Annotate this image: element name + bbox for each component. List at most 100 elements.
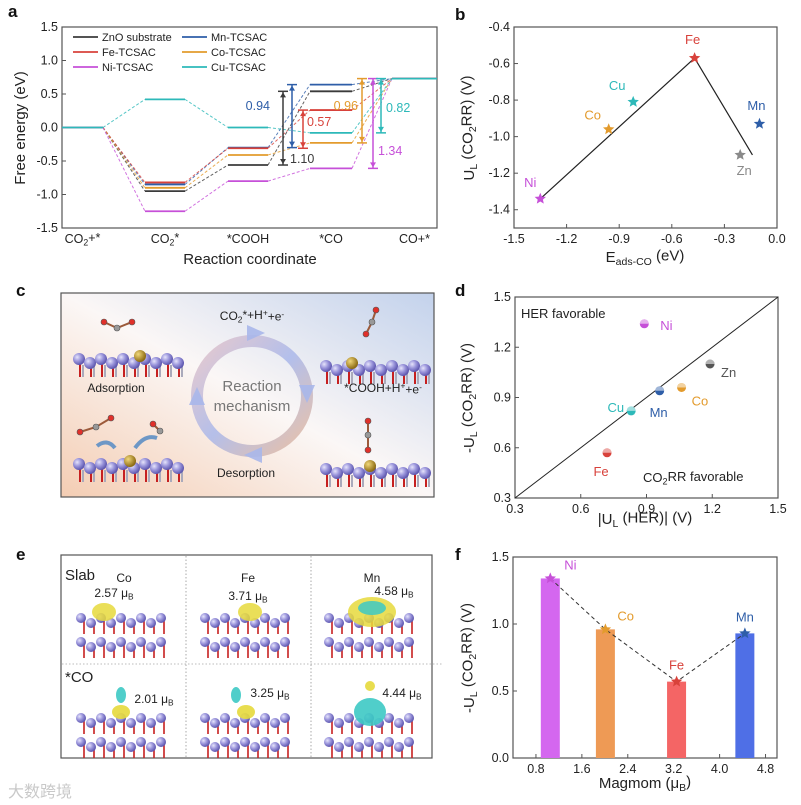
connector — [267, 167, 311, 182]
connector — [351, 78, 393, 92]
bar-label: Fe — [669, 658, 684, 673]
y-axis-label: -UL​ (CO2​RR) (V) — [458, 343, 480, 453]
y-tick-label: -1.0 — [36, 188, 58, 202]
spin-density-up — [354, 698, 386, 726]
x-tick-label: 1.5 — [769, 502, 786, 516]
point-label: Mn — [650, 405, 668, 420]
x-tick-label: 4.0 — [711, 762, 728, 776]
magnetic-moment: 3.25 μB​ — [250, 686, 290, 702]
x-axis-label: Magmom (μB​) — [599, 774, 691, 795]
legend-label: ZnO substrate — [102, 32, 172, 44]
data-point-Zn — [705, 359, 715, 369]
data-point-star-Mn — [739, 627, 751, 639]
cooh-molecule — [362, 306, 380, 338]
point-label: Zn — [737, 163, 752, 178]
slab-structure — [200, 613, 290, 658]
y-tick-label: 0.5 — [492, 684, 509, 698]
x-tick-label: 0.8 — [527, 762, 544, 776]
panel-d-selectivity-plot: 0.3 0.6 0.9 1.2 1.5 0.3 0.6 0.9 1.2 1.5 |UL​ (HER)… — [458, 290, 786, 530]
region-label-co2rr: CO2​RR favorable — [643, 469, 743, 487]
co-released-molecule — [149, 420, 164, 435]
cycle-arrow-icon — [247, 325, 265, 341]
spin-density-down — [116, 687, 126, 703]
connector — [102, 127, 146, 189]
category-label: CO2​+* — [65, 231, 101, 248]
plot-frame — [512, 556, 778, 759]
center-title: mechanism — [214, 398, 291, 415]
y-tick-label: -1.5 — [36, 221, 58, 235]
x-tick-label: 4.8 — [757, 762, 774, 776]
connector — [102, 127, 146, 212]
data-point-star-Mn — [753, 117, 766, 129]
bar-label: Co — [617, 608, 634, 623]
data-point-Fe — [602, 448, 612, 458]
co-adsorbed-structure — [76, 713, 166, 758]
y-axis-label: Free energy (eV) — [12, 71, 29, 184]
y-axis-label: UL​ (CO2​RR) (V) — [458, 75, 480, 180]
annotation-value: 0.96 — [334, 99, 358, 113]
metal-atom — [124, 455, 136, 467]
point-label: Zn — [721, 365, 736, 380]
bar-Ni — [540, 578, 560, 758]
magnetic-moment: 4.44 μB​ — [382, 686, 422, 702]
panel-c-reaction-mechanism: CO2​*+H+​+e-​ Reaction mechanism Adsorption… — [60, 292, 435, 498]
y-tick-label: 0.6 — [494, 441, 511, 455]
watermark: 大数跨境 — [8, 782, 72, 801]
y-tick-label: 1.5 — [494, 290, 511, 304]
magnetic-moment: 4.58 μB​ — [374, 584, 414, 600]
co-adsorbed-molecule — [364, 417, 372, 454]
category-label: CO+* — [399, 232, 430, 246]
y-tick-label: -1.2 — [488, 166, 510, 180]
y-tick-label: 0.5 — [41, 87, 58, 101]
parity-line — [514, 296, 779, 499]
y-tick-label: 0.0 — [492, 751, 509, 765]
point-label: Ni — [660, 318, 672, 333]
data-point-Mn — [655, 386, 665, 396]
connector — [351, 78, 393, 144]
column-label: Mn — [364, 571, 381, 585]
spin-density-down — [231, 687, 241, 703]
x-tick-label: 1.2 — [704, 502, 721, 516]
flow-arrow-icon — [133, 435, 158, 450]
y-tick-label: -0.6 — [488, 57, 510, 71]
connector — [184, 98, 229, 128]
limiting-step-arrow-Cu — [376, 77, 386, 134]
y-tick-label: 1.5 — [41, 20, 58, 34]
x-tick-label: -0.9 — [608, 232, 630, 246]
data-point-star-Fe — [670, 675, 683, 687]
y-tick-label: 1.0 — [41, 54, 58, 68]
annotation-value: 1.34 — [378, 144, 402, 158]
x-axis-label: Eads-CO​ (eV) — [606, 248, 685, 269]
connector — [184, 154, 229, 189]
data-point-Co — [677, 382, 687, 392]
point-label: Co — [584, 107, 601, 122]
connector — [102, 127, 146, 183]
series-Cu — [62, 77, 437, 134]
connector — [184, 147, 229, 183]
point-label: Cu — [608, 400, 625, 415]
connector — [351, 78, 393, 169]
panel-label-a: a — [8, 2, 18, 21]
metal-atom — [346, 357, 358, 369]
x-tick-label: -1.5 — [503, 232, 525, 246]
annotation-value: 1.10 — [290, 152, 314, 166]
magnetic-moment: 3.71 μB​ — [228, 589, 268, 605]
y-tick-label: 1.0 — [492, 617, 509, 631]
y-tick-label: 1.5 — [492, 550, 509, 564]
panel-f-magmom-bar-chart: 0.8 1.6 2.4 3.2 4.0 4.8 0.0 0.5 1.0 1.5 Magmom (μB… — [458, 550, 778, 795]
legend-label: Fe-TCSAC — [102, 47, 156, 59]
y-tick-label: 0.3 — [494, 491, 511, 505]
metal-atom — [134, 350, 146, 362]
data-point-Cu — [626, 406, 636, 416]
step-label-cooh: *COOH+H+​+e-​ — [344, 381, 422, 397]
panel-a-energy-diagram: -1.5 -1.0 -0.5 0.0 0.5 1.0 1.5 CO2​+* CO2​* *COOH… — [12, 20, 438, 268]
plot-frame — [513, 26, 778, 229]
data-point-star-Fe — [688, 52, 701, 63]
spin-density-up — [237, 705, 255, 719]
panel-e-spin-density: Slab *CO Co2.57 μB​ 2.01 μB​ Fe 3.71 μB​ 3.25 … — [60, 554, 442, 759]
metal-atom — [364, 460, 376, 472]
bar-Fe — [667, 681, 687, 758]
bar-label: Ni — [564, 557, 576, 572]
x-tick-label: 3.2 — [665, 762, 682, 776]
